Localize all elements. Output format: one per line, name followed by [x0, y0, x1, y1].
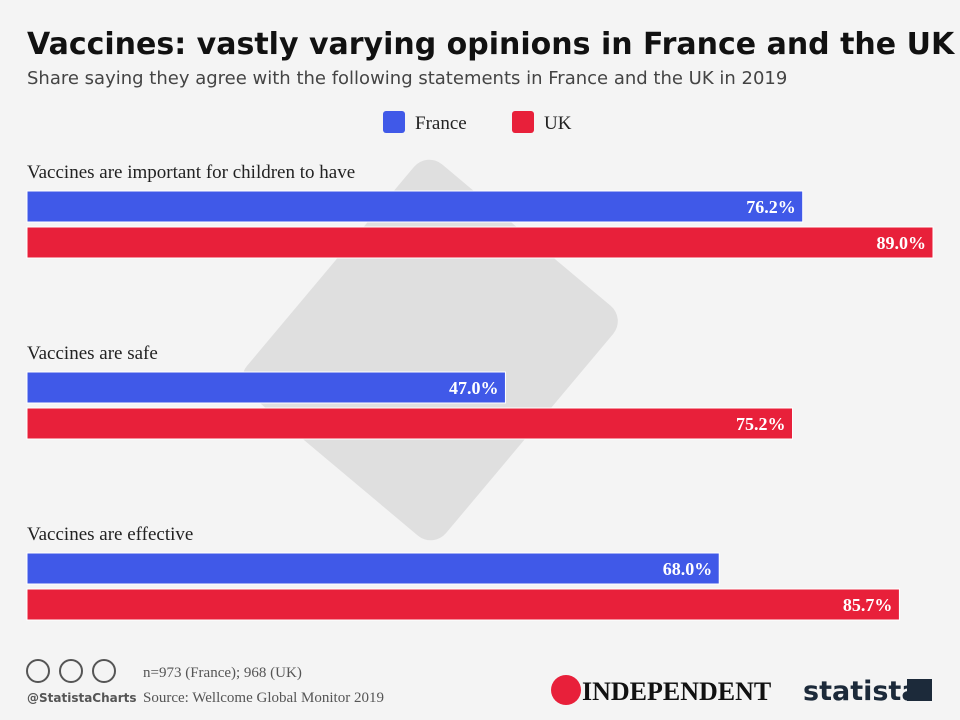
value-label: 47.0%: [449, 378, 499, 398]
chart-subtitle: Share saying they agree with the followi…: [27, 68, 787, 89]
logo: statista: [803, 676, 920, 707]
category-label: Vaccines are effective: [27, 524, 193, 545]
value-label: 76.2%: [746, 197, 796, 217]
value-label: 68.0%: [663, 559, 713, 579]
value-label: 75.2%: [736, 414, 786, 434]
value-label: 89.0%: [877, 233, 927, 253]
legend-label: France: [415, 113, 467, 134]
source: Source: Wellcome Global Monitor 2019: [143, 690, 384, 706]
logo: INDEPENDENT: [582, 677, 771, 706]
legend-swatch: [383, 111, 405, 133]
legend-swatch: [512, 111, 534, 133]
value-label: 85.7%: [843, 595, 893, 615]
bar: [26, 588, 900, 621]
logo-icon: [907, 679, 932, 701]
chart-title: Vaccines: vastly varying opinions in Fra…: [27, 27, 956, 62]
bar: [26, 371, 506, 404]
logo-icon: [551, 675, 581, 705]
credit: @StatistaCharts: [27, 691, 137, 705]
legend-label: UK: [544, 113, 572, 134]
bar: [26, 226, 934, 259]
bar: [26, 407, 794, 440]
cc-icons: [26, 659, 116, 683]
bar: [26, 190, 804, 223]
note: n=973 (France); 968 (UK): [143, 665, 302, 681]
category-label: Vaccines are safe: [27, 343, 158, 364]
category-label: Vaccines are important for children to h…: [27, 162, 355, 183]
bar: [26, 552, 720, 585]
